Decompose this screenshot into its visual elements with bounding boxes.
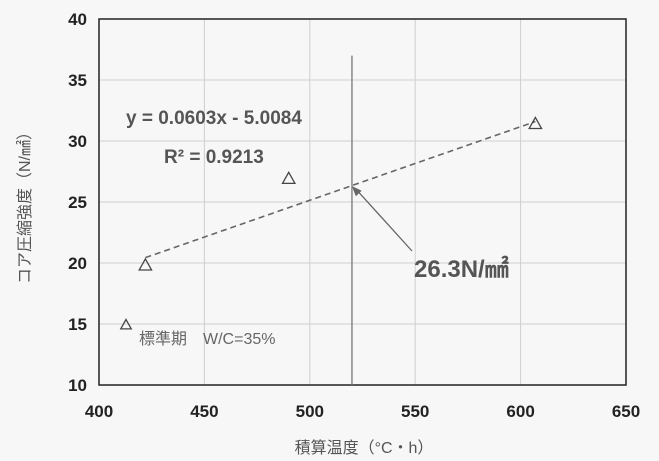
y-tick-label: 25 xyxy=(68,193,87,212)
y-tick-label: 20 xyxy=(68,254,87,273)
plot-frame xyxy=(98,18,627,386)
y-axis-label: コア圧縮強度（N/㎟） xyxy=(16,124,34,284)
y-tick-label: 40 xyxy=(68,10,87,29)
trendline xyxy=(145,120,536,259)
legend-note-marker xyxy=(119,318,133,330)
legend-note-label: 標準期 W/C=35% xyxy=(139,330,275,348)
x-tick-label: 600 xyxy=(506,402,534,421)
x-tick-label: 400 xyxy=(85,402,113,421)
y-tick-label: 15 xyxy=(68,315,87,334)
x-tick-label: 650 xyxy=(612,402,640,421)
y-tick-label: 10 xyxy=(68,376,87,395)
data-point xyxy=(138,257,153,271)
x-tick-label: 450 xyxy=(190,402,218,421)
annotation-arrow xyxy=(355,188,413,252)
data-points xyxy=(138,116,543,271)
data-point xyxy=(528,116,543,130)
annotation-label: 26.3N/㎟ xyxy=(414,255,509,283)
y-tick-label: 30 xyxy=(68,132,87,151)
x-axis-label: 積算温度（°C・h） xyxy=(295,438,434,457)
data-point xyxy=(281,170,297,185)
annotation-arrowhead xyxy=(351,186,362,197)
x-tick-label: 550 xyxy=(401,402,429,421)
x-tick-labels: 400 450 500 550 600 650 xyxy=(85,402,640,421)
y-tick-label: 35 xyxy=(68,71,87,90)
y-tick-labels: 10 15 20 25 30 35 40 xyxy=(68,10,87,395)
trend-r-squared: R² = 0.9213 xyxy=(164,147,264,168)
x-tick-label: 500 xyxy=(296,402,324,421)
trend-equation: y = 0.0603x - 5.0084 xyxy=(126,108,302,129)
